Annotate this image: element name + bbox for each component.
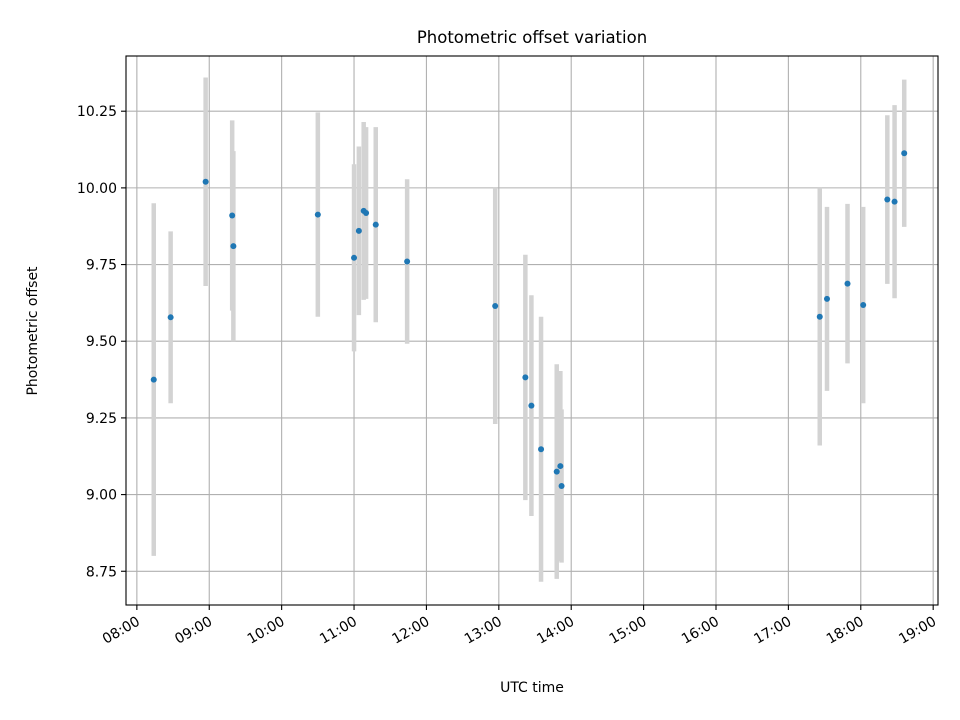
data-point: [860, 302, 867, 309]
plot-frame: [125, 55, 939, 606]
y-axis-ticks: 8.75 9.00 9.25 9.50 9.75 10.00 10.25: [77, 104, 126, 580]
data-point: [167, 314, 174, 321]
x-tick-label: 13:00: [462, 614, 505, 648]
data-point: [553, 468, 560, 475]
y-tick-label: 10.25: [77, 104, 117, 120]
data-point: [823, 295, 830, 302]
data-point: [528, 402, 535, 409]
y-tick-label: 10.00: [77, 181, 117, 197]
x-axis-ticks: 08:00 09:00 10:00 11:00 12:00 13:00 14:00 15:00…: [100, 605, 939, 648]
data-point: [891, 198, 898, 205]
data-point: [558, 482, 565, 489]
x-tick-label: 10:00: [245, 614, 288, 648]
y-axis-label: Photometric offset: [25, 266, 41, 396]
data-point: [538, 446, 545, 453]
x-tick-label: 14:00: [534, 614, 577, 648]
data-point: [557, 463, 564, 470]
data-point: [816, 313, 823, 320]
data-points: [150, 150, 908, 489]
y-tick-label: 9.50: [86, 334, 117, 350]
x-tick-label: 08:00: [100, 614, 143, 648]
x-tick-label: 09:00: [172, 614, 215, 648]
data-point: [884, 196, 891, 203]
y-tick-label: 9.75: [86, 258, 117, 274]
x-axis-label: UTC time: [500, 680, 564, 696]
data-point: [229, 212, 236, 219]
data-point: [522, 374, 529, 381]
x-tick-label: 18:00: [824, 614, 867, 648]
data-point: [492, 302, 499, 309]
data-point: [230, 243, 237, 250]
chart-title: Photometric offset variation: [417, 28, 647, 47]
x-tick-label: 12:00: [389, 614, 432, 648]
x-tick-label: 16:00: [679, 614, 722, 648]
data-point: [202, 178, 209, 185]
data-point: [901, 150, 908, 157]
data-point: [351, 254, 358, 261]
data-point: [355, 227, 362, 234]
data-point: [150, 376, 157, 383]
y-tick-label: 9.00: [86, 488, 117, 504]
data-point: [404, 258, 411, 265]
data-point: [363, 210, 370, 217]
x-tick-label: 19:00: [896, 614, 939, 648]
data-point: [314, 211, 321, 218]
y-tick-label: 9.25: [86, 411, 117, 427]
y-tick-label: 8.75: [86, 564, 117, 580]
data-point: [372, 221, 379, 228]
x-tick-label: 17:00: [751, 614, 794, 648]
x-tick-label: 11:00: [317, 614, 360, 648]
data-point: [844, 280, 851, 287]
x-tick-label: 15:00: [607, 614, 650, 648]
error-bars: [151, 77, 907, 582]
